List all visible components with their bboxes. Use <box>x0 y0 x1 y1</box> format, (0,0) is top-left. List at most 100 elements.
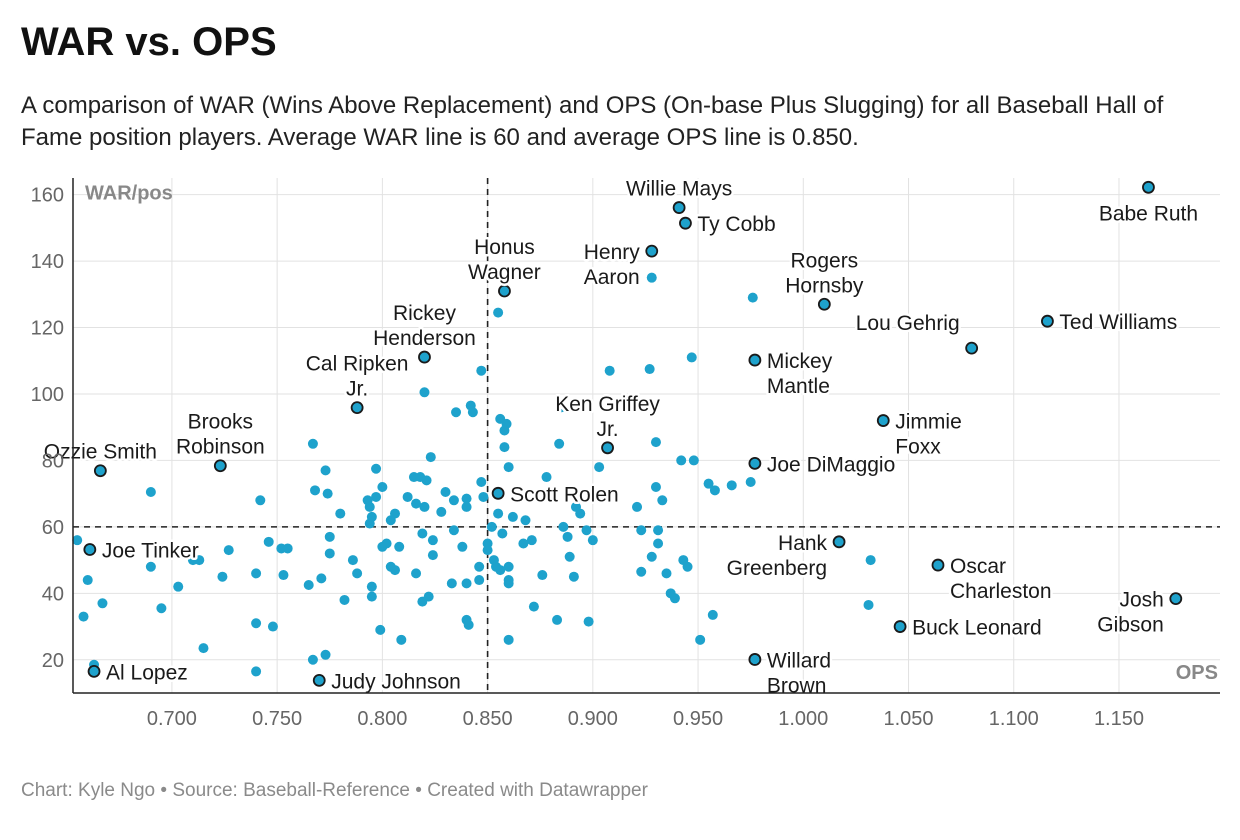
scatter-point <box>316 573 327 584</box>
highlighted-point <box>748 353 762 367</box>
scatter-point <box>339 594 350 605</box>
scatter-point <box>322 488 333 499</box>
point-label: Brooks Robinson <box>176 411 265 459</box>
scatter-point <box>669 593 680 604</box>
scatter-point <box>653 525 664 536</box>
scatter-point <box>636 566 647 577</box>
highlighted-point <box>498 284 511 298</box>
y-axis-title: WAR/pos <box>85 183 173 205</box>
scatter-point <box>278 570 289 581</box>
highlighted-point <box>832 535 846 549</box>
scatter-point <box>156 603 167 614</box>
scatter-point <box>467 407 478 418</box>
scatter-point <box>310 485 321 496</box>
scatter-point <box>451 407 462 418</box>
point-label: Henry Aaron <box>584 241 641 289</box>
scatter-point <box>440 486 451 497</box>
point-label-line: Ty Cobb <box>697 213 775 236</box>
point-label-line: Cal Ripken <box>306 353 409 376</box>
scatter-point <box>97 598 108 609</box>
highlighted-point <box>893 620 907 633</box>
highlighted-point <box>876 414 890 427</box>
footer-separator: • <box>160 780 168 801</box>
point-label: Hank Greenberg <box>727 532 828 580</box>
point-label-line: Scott Rolen <box>510 483 619 506</box>
scatter-point <box>650 437 661 448</box>
scatter-point <box>390 565 401 576</box>
scatter-point <box>448 495 459 506</box>
scatter-point <box>863 599 874 610</box>
point-label-line: Mantle <box>767 375 830 398</box>
highlighted-point <box>83 543 97 556</box>
point-label-line: Jr. <box>596 418 618 441</box>
point-label: Buck Leonard <box>912 617 1042 640</box>
y-tick-label: 100 <box>31 384 64 406</box>
point-label-line: Jr. <box>346 378 368 401</box>
scatter-point <box>402 491 413 502</box>
scatter-point <box>518 538 529 549</box>
scatter-point <box>503 561 514 572</box>
point-label-line: Joe Tinker <box>102 539 199 562</box>
footer-source: Source: Baseball-Reference <box>172 780 410 801</box>
scatter-point <box>865 555 876 566</box>
scatter-point <box>377 482 388 492</box>
point-label: Ted Williams <box>1059 311 1177 334</box>
point-label-line: Willard <box>767 649 831 672</box>
scatter-point <box>251 618 262 629</box>
point-label: Willie Mays <box>626 178 732 201</box>
scatter-point <box>476 365 487 376</box>
footer-separator: • <box>415 780 422 801</box>
scatter-point <box>676 455 687 466</box>
scatter-point <box>381 538 392 549</box>
scatter-point <box>194 555 205 566</box>
scatter-point <box>320 465 331 476</box>
scatter-point <box>486 521 497 532</box>
scatter-point <box>425 452 436 463</box>
point-label-line: Gibson <box>1097 614 1164 637</box>
scatter-point <box>581 525 592 536</box>
point-label-line: Rogers <box>790 249 858 272</box>
point-label: Judy Johnson <box>331 670 461 693</box>
chart-title: WAR vs. OPS <box>21 20 277 64</box>
highlighted-point <box>491 486 505 500</box>
scatter-point <box>682 561 693 572</box>
scatter-point <box>446 578 457 589</box>
scatter-point <box>78 611 89 622</box>
x-tick-label: 1.000 <box>778 708 828 730</box>
y-tick-label: 20 <box>42 650 64 672</box>
reference-lines <box>73 178 1220 693</box>
scatter-point <box>501 418 512 429</box>
highlighted-point <box>601 441 614 455</box>
scatter-point <box>457 541 468 552</box>
scatter-point <box>594 462 605 473</box>
point-label-line: Oscar <box>950 555 1006 578</box>
point-label-line: Willie Mays <box>626 178 732 201</box>
point-label: Lou Gehrig <box>856 312 960 335</box>
scatter-point <box>537 570 548 581</box>
axes: 0.700 0.750 0.800 0.850 0.900 0.950 1.000 1.050… <box>31 178 1220 730</box>
point-label-line: Wagner <box>468 261 541 284</box>
point-label: Willard Brown <box>767 649 831 697</box>
scatter-point <box>526 535 537 546</box>
scatter-point <box>575 508 586 519</box>
x-tick-label: 1.050 <box>883 708 933 730</box>
point-label-line: Babe Ruth <box>1099 202 1198 225</box>
scatter-point <box>636 525 647 536</box>
scatter-point <box>583 616 594 627</box>
scatter-point <box>371 491 382 502</box>
scatter-point <box>562 531 573 542</box>
x-tick-label: 0.900 <box>568 708 618 730</box>
scatter-point <box>263 536 274 547</box>
highlighted-point <box>965 341 979 355</box>
footer-tool: Created with Datawrapper <box>427 780 648 801</box>
scatter-point <box>461 578 472 589</box>
scatter-point <box>688 455 699 466</box>
x-axis-title: OPS <box>1176 662 1218 684</box>
point-label-line: Rickey <box>393 302 457 325</box>
highlighted-point <box>1169 592 1183 606</box>
point-label-line: Hank <box>778 532 828 555</box>
scatter-point <box>390 508 401 519</box>
scatter-point <box>366 581 377 592</box>
scatter-point <box>72 535 83 546</box>
point-label-line: Ken Griffey <box>555 393 660 416</box>
